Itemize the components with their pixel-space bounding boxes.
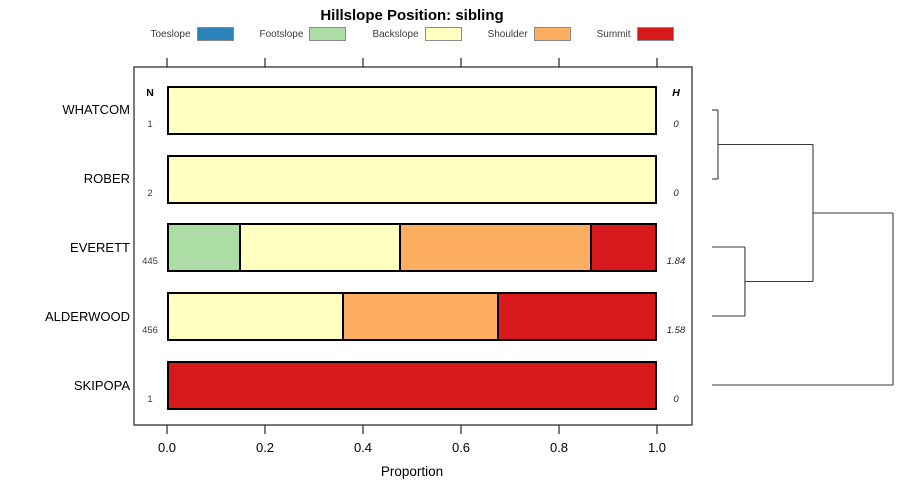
x-tick-label: 0.4 — [353, 440, 373, 455]
n-count: 2 — [147, 188, 153, 199]
row-label-whatcom: WHATCOM — [62, 102, 130, 117]
bar-segment-summit — [499, 294, 655, 339]
stacked-bar-skipopa — [167, 361, 657, 410]
legend-label: Backslope — [372, 28, 419, 40]
h-value: 0 — [673, 188, 679, 199]
x-tick-label: 1.0 — [647, 440, 667, 455]
bar-segment-summit — [169, 363, 655, 408]
stacked-bar-alderwood — [167, 292, 657, 341]
x-tick-label: 0.2 — [255, 440, 275, 455]
chart-title: Hillslope Position: sibling — [320, 7, 504, 24]
x-tick-label: 0.6 — [451, 440, 471, 455]
x-axis-title: Proportion — [380, 464, 444, 479]
legend-item-shoulder: Shoulder — [488, 27, 571, 41]
row-label-alderwood: ALDERWOOD — [45, 309, 130, 324]
legend-swatch-shoulder — [533, 27, 571, 41]
stacked-bar-whatcom — [167, 86, 657, 135]
h-value: 0 — [673, 119, 679, 130]
n-count: 1 — [147, 119, 153, 130]
n-count: 445 — [142, 256, 158, 267]
bar-segment-summit — [592, 225, 655, 270]
stacked-bar-rober — [167, 155, 657, 204]
stacked-bar-everett — [167, 223, 657, 272]
bar-segment-backslope — [169, 88, 655, 133]
legend-label: Footslope — [259, 28, 304, 40]
h-value: 1.84 — [666, 256, 686, 267]
h-value: 0 — [673, 394, 679, 405]
bar-segment-backslope — [169, 157, 655, 202]
legend-swatch-toeslope — [196, 27, 234, 41]
h-column-header: H — [672, 87, 680, 99]
legend-item-footslope: Footslope — [260, 27, 347, 41]
n-count: 456 — [142, 325, 158, 336]
n-count: 1 — [147, 394, 153, 405]
legend-swatch-backslope — [424, 27, 462, 41]
bar-segment-footslope — [169, 225, 241, 270]
bar-segment-shoulder — [343, 294, 500, 339]
bar-segment-backslope — [240, 225, 401, 270]
legend-label: Summit — [596, 28, 631, 40]
legend-label: Shoulder — [487, 28, 528, 40]
legend-item-backslope: Backslope — [372, 27, 462, 41]
x-tick-label: 0.0 — [157, 440, 177, 455]
n-column-header: N — [146, 87, 154, 99]
x-tick-label: 0.8 — [549, 440, 569, 455]
legend-swatch-footslope — [309, 27, 347, 41]
bar-segment-backslope — [169, 294, 344, 339]
legend-item-summit: Summit — [597, 27, 674, 41]
legend: Toeslope Footslope Backslope Shoulder Su… — [40, 27, 784, 41]
bar-segment-shoulder — [400, 225, 593, 270]
legend-item-toeslope: Toeslope — [150, 27, 234, 41]
legend-label: Toeslope — [150, 28, 191, 40]
row-label-skipopa: SKIPOPA — [73, 378, 130, 393]
row-label-rober: ROBER — [83, 171, 130, 186]
h-value: 1.58 — [666, 325, 686, 336]
legend-swatch-summit — [636, 27, 674, 41]
row-label-everett: EVERETT — [70, 240, 130, 255]
